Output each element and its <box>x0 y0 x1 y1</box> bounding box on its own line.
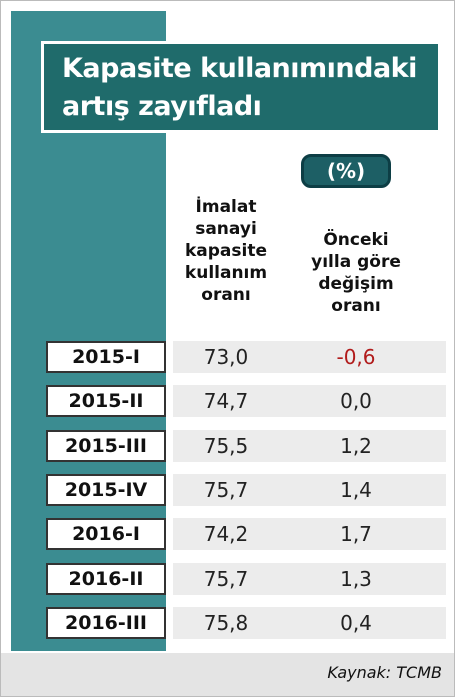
value: 74,2 <box>203 522 249 547</box>
row-label: 2015-III <box>46 429 166 462</box>
column-header-line: kapasite <box>184 241 268 261</box>
value: 1,7 <box>340 522 372 547</box>
row-cell <box>173 341 446 373</box>
row-cell <box>173 385 446 418</box>
value: -0,6 <box>336 345 376 369</box>
value: 0,0 <box>340 389 372 414</box>
column-header: Önceki yılla göre değişim oranı <box>296 229 416 317</box>
value: 1,4 <box>340 477 372 502</box>
column-header-line: sanayi <box>195 219 257 239</box>
row-label: 2015-I <box>46 341 166 373</box>
value: 74,7 <box>203 389 249 414</box>
value: 1,2 <box>340 433 372 458</box>
row-label: 2016-I <box>46 518 166 551</box>
column-header-line: Önceki <box>323 230 389 250</box>
row-cell <box>173 518 446 551</box>
footer-band <box>1 653 454 696</box>
title-line: artış zayıfladı <box>62 91 262 122</box>
value: 0,4 <box>340 610 372 635</box>
column-header-line: oranı <box>201 285 251 305</box>
value: 75,8 <box>203 610 249 635</box>
column-header: İmalat sanayi kapasite kullanım oranı <box>166 196 286 306</box>
row-label: 2016-II <box>46 562 166 595</box>
title-line: Kapasite kullanımındaki <box>62 53 417 84</box>
value: 75,7 <box>203 477 249 502</box>
row-cell <box>173 606 446 639</box>
column-header-line: İmalat <box>195 197 257 217</box>
column-header-line: oranı <box>331 296 381 316</box>
row-label: 2015-II <box>46 385 166 418</box>
source: Kaynak: TCMB <box>327 663 442 682</box>
unit-badge: (%) <box>301 154 391 188</box>
row-cell <box>173 473 446 506</box>
row-label: 2015-IV <box>46 473 166 506</box>
value: 73,0 <box>203 345 249 369</box>
column-header-line: yılla göre <box>311 252 401 272</box>
value: 1,3 <box>340 566 372 591</box>
value: 75,5 <box>203 433 249 458</box>
row-cell <box>173 429 446 462</box>
title-box: Kapasite kullanımındaki artış zayıfladı <box>41 41 441 133</box>
column-header-line: kullanım <box>184 263 268 283</box>
value: 75,7 <box>203 566 249 591</box>
row-label: 2016-III <box>46 606 166 639</box>
column-header-line: değişim <box>318 274 394 294</box>
row-cell <box>173 562 446 595</box>
